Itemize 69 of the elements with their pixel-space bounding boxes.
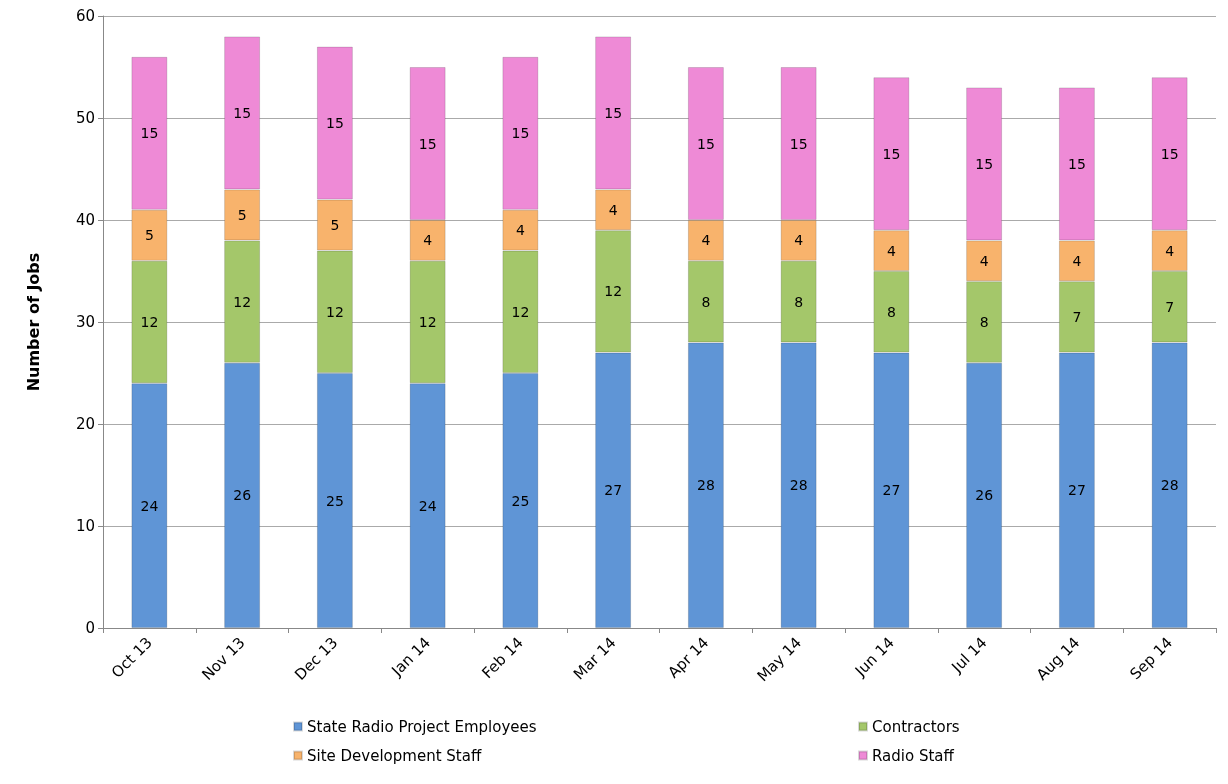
data-label: 4: [1165, 242, 1175, 259]
data-label: 27: [882, 482, 901, 499]
x-tick-label: Dec 13: [291, 633, 342, 684]
data-label: 12: [418, 314, 437, 330]
data-label: 5: [144, 227, 154, 244]
data-label: 15: [975, 155, 994, 172]
data-label: 7: [1165, 298, 1175, 315]
data-label: 27: [1067, 482, 1086, 499]
data-label: 4: [423, 232, 433, 249]
data-label: 4: [979, 252, 989, 269]
x-tick-label: Jul 14: [947, 633, 991, 677]
data-label: 25: [325, 492, 344, 509]
data-label: 8: [794, 293, 804, 310]
x-tick-label: Jan 14: [387, 633, 434, 681]
data-label: 8: [979, 314, 989, 330]
data-label: 12: [511, 303, 530, 320]
data-label: 8: [701, 293, 711, 310]
y-axis-title: Number of Jobs: [23, 252, 43, 392]
data-label: 12: [604, 283, 623, 300]
data-label: 4: [515, 222, 525, 239]
data-label: 15: [882, 145, 901, 162]
data-label: 26: [975, 487, 994, 504]
x-tick-label: Nov 13: [198, 633, 249, 684]
data-label: 15: [1067, 155, 1086, 172]
data-label: 28: [1160, 477, 1179, 494]
legend-label: Radio Staff: [872, 746, 955, 765]
data-label: 24: [418, 497, 437, 514]
data-label: 15: [604, 104, 623, 121]
data-label: 15: [233, 104, 252, 121]
y-tick-label: 0: [85, 619, 95, 637]
data-label: 12: [325, 303, 344, 320]
data-label: 28: [696, 477, 715, 494]
data-label: 8: [886, 303, 896, 320]
legend-label: State Radio Project Employees: [307, 717, 537, 736]
legend-label: Contractors: [872, 717, 960, 736]
data-label: 27: [604, 482, 623, 499]
y-tick-label: 10: [75, 517, 95, 535]
legend-label: Site Development Staff: [307, 746, 482, 765]
x-tick-label: Oct 13: [107, 633, 156, 682]
data-label: 4: [794, 232, 804, 249]
x-tick-label: Sep 14: [1126, 633, 1176, 684]
data-label: 15: [325, 115, 344, 132]
data-label: 15: [140, 125, 159, 142]
x-tick-label: Feb 14: [478, 633, 527, 682]
data-label: 24: [140, 497, 159, 514]
y-tick-label: 20: [75, 415, 95, 433]
data-label: 25: [511, 492, 530, 509]
data-label: 12: [233, 293, 252, 310]
data-label: 15: [1160, 145, 1179, 162]
data-label: 28: [789, 477, 808, 494]
data-label: 5: [330, 217, 340, 234]
data-label: 4: [1072, 252, 1082, 269]
y-tick-label: 40: [75, 211, 95, 229]
data-label: 4: [608, 201, 618, 218]
data-label: 5: [237, 206, 247, 223]
data-label: 4: [701, 232, 711, 249]
data-label: 7: [1072, 308, 1082, 325]
data-label: 12: [140, 314, 159, 330]
x-tick-label: Apr 14: [664, 633, 713, 682]
data-label: 15: [511, 125, 530, 142]
data-label: 26: [233, 487, 252, 504]
data-label: 15: [789, 135, 808, 152]
data-label: 15: [696, 135, 715, 152]
data-label: 4: [886, 242, 896, 259]
x-tick-label: Jun 14: [850, 633, 898, 681]
y-tick-label: 30: [75, 313, 95, 331]
data-label: 15: [418, 135, 437, 152]
y-tick-label: 50: [75, 109, 95, 127]
y-tick-label: 60: [75, 7, 95, 25]
